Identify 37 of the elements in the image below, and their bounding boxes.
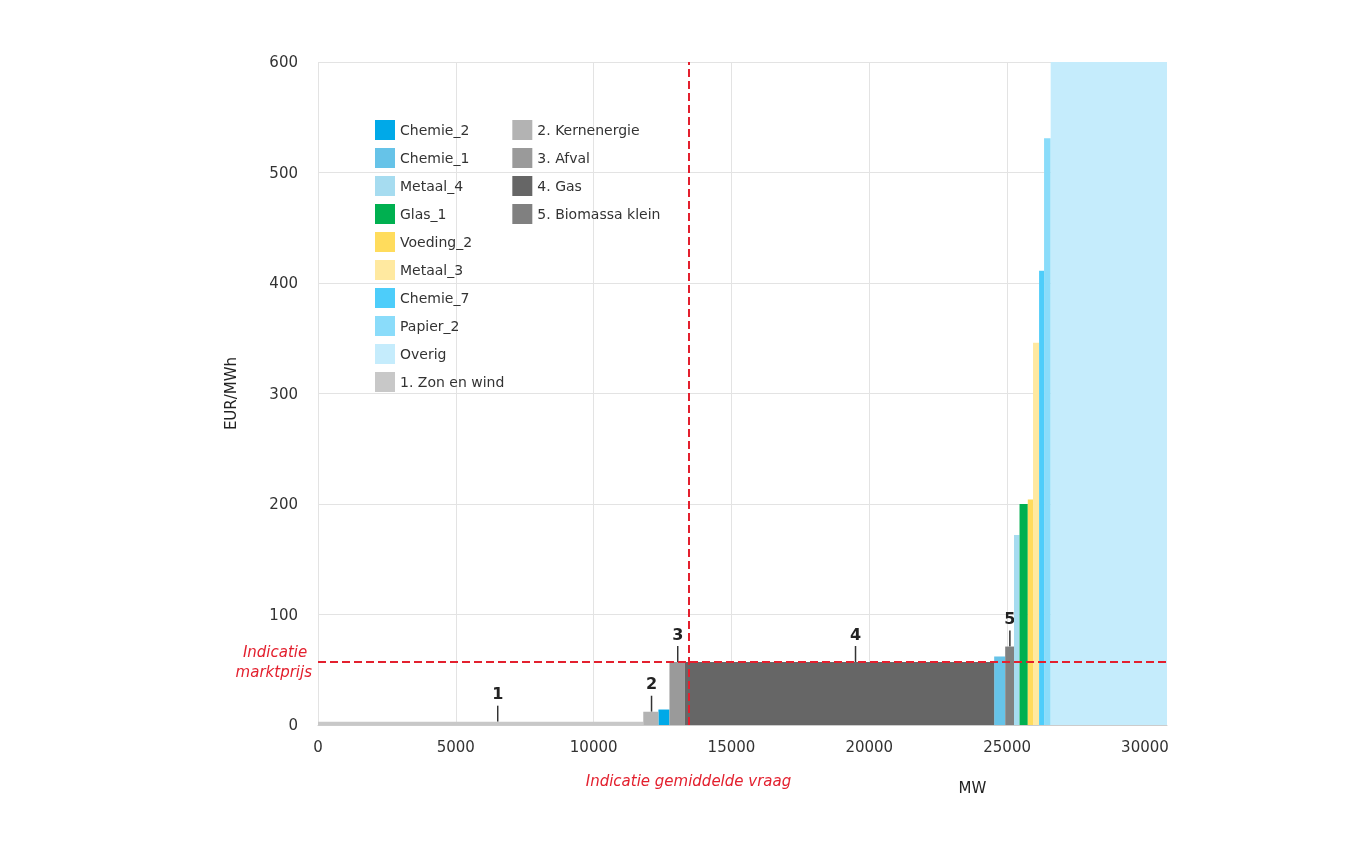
legend-label: Overig [400, 346, 447, 362]
y-tick-label: 100 [269, 605, 298, 624]
legend-label: 3. Afval [537, 150, 590, 166]
x-tick-label: 25000 [983, 737, 1031, 756]
legend-label: 1. Zon en wind [400, 374, 505, 390]
ref-line-label: Indicatie gemiddelde vraag [585, 771, 792, 790]
x-tick-label: 15000 [707, 737, 756, 756]
x-tick-label: 10000 [569, 737, 618, 756]
x-tick-label: 30000 [1121, 737, 1169, 756]
y-tick-label: 600 [269, 53, 298, 71]
legend-label: Chemie_7 [400, 290, 470, 306]
legend-label: Voeding_2 [400, 234, 473, 250]
legend-label: Chemie_1 [400, 150, 470, 166]
annotation: 2 [645, 674, 658, 694]
legend-label: Metaal_3 [400, 262, 464, 278]
legend-label: 4. Gas [537, 178, 582, 194]
x-tick-label: 0 [313, 737, 323, 756]
x-tick-label: 20000 [845, 737, 894, 756]
x-axis-title: MW [958, 778, 987, 797]
legend-label: 5. Biomassa klein [537, 206, 661, 222]
y-tick-label: 0 [288, 716, 298, 734]
legend-label: Metaal_4 [400, 178, 464, 194]
legend-label: 2. Kernenergie [537, 122, 640, 138]
legend-label: Papier_2 [400, 318, 460, 334]
y-tick-label: 500 [269, 163, 298, 182]
annotation: 1 [492, 684, 504, 704]
legend-label: Glas_1 [400, 206, 447, 222]
ref-line-label: Indicatie marktprijs [235, 643, 313, 682]
annotation: 4 [849, 624, 862, 644]
y-axis-title: EUR/MWh [221, 356, 240, 431]
legend-label: Chemie_2 [400, 122, 470, 138]
annotation: 5 [1004, 609, 1016, 629]
annotation: 3 [672, 624, 684, 644]
y-tick-label: 200 [269, 495, 298, 513]
y-tick-label: 300 [269, 384, 298, 403]
y-tick-label: 400 [269, 274, 298, 292]
x-tick-label: 5000 [436, 737, 475, 756]
